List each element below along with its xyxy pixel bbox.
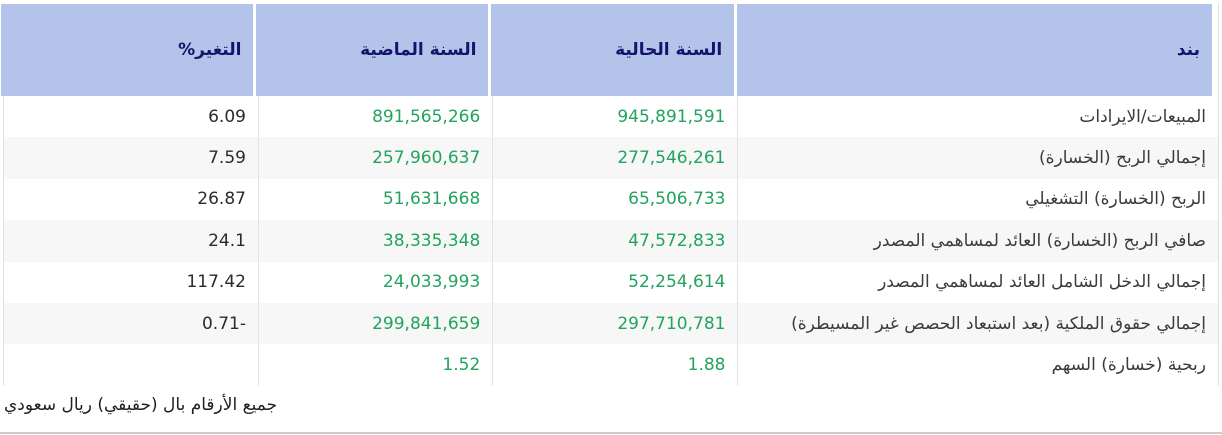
cell-current: 47,572,833: [493, 220, 739, 262]
bottom-divider: [0, 432, 1222, 434]
cell-previous: 299,841,659: [259, 302, 494, 345]
financial-statement-page: بند السنة الحالية السنة الماضية التغير% …: [0, 3, 1222, 435]
cell-current: 297,710,781: [493, 302, 739, 345]
cell-previous: 24,033,993: [259, 261, 494, 303]
cell-item: صافي الربح (الخسارة) العائد لمساهمي المص…: [873, 230, 1206, 251]
financials-table: بند السنة الحالية السنة الماضية التغير% …: [1, 3, 1219, 386]
cell-current: 65,506,733: [493, 178, 739, 221]
table-row: إجمالي الربح (الخسارة) 277,546,261 257,9…: [4, 137, 1218, 179]
cell-previous: 891,565,266: [259, 96, 494, 138]
cell-previous: 38,335,348: [259, 220, 494, 262]
table-row: صافي الربح (الخسارة) العائد لمساهمي المص…: [4, 220, 1218, 262]
cell-change: [4, 344, 259, 386]
currency-footnote: جميع الأرقام بال (حقيقي) ريال سعودي: [4, 394, 278, 415]
cell-item: المبيعات/الايرادات: [1079, 106, 1206, 127]
header-previous-year: السنة الماضية: [256, 4, 489, 96]
cell-current: 945,891,591: [493, 96, 739, 138]
cell-previous: 257,960,637: [259, 137, 494, 179]
cell-previous: 51,631,668: [259, 178, 494, 221]
table-header-row: بند السنة الحالية السنة الماضية التغير%: [1, 3, 1218, 96]
cell-change: 7.59: [4, 137, 259, 179]
cell-previous: 1.52: [259, 344, 494, 386]
cell-change: 117.42: [4, 261, 259, 303]
table-body: المبيعات/الايرادات 945,891,591 891,565,2…: [4, 96, 1218, 386]
header-item: بند: [737, 4, 1212, 96]
cell-item: إجمالي الدخل الشامل العائد لمساهمي المصد…: [878, 272, 1206, 293]
cell-change: 6.09: [4, 96, 259, 138]
table-row: إجمالي حقوق الملكية (بعد استبعاد الحصص غ…: [4, 302, 1218, 345]
cell-change: 24.1: [4, 220, 259, 262]
header-current-year: السنة الحالية: [491, 4, 735, 96]
table-row: الربح (الخسارة) التشغيلي 65,506,733 51,6…: [4, 178, 1218, 221]
table-row: إجمالي الدخل الشامل العائد لمساهمي المصد…: [4, 261, 1218, 303]
cell-change: -0.71: [4, 302, 259, 345]
cell-current: 52,254,614: [493, 261, 739, 303]
cell-change: 26.87: [4, 178, 259, 221]
cell-current: 277,546,261: [493, 137, 739, 179]
cell-item: الربح (الخسارة) التشغيلي: [1025, 189, 1206, 210]
cell-current: 1.88: [493, 344, 739, 386]
header-change-pct: التغير%: [1, 4, 254, 96]
cell-item: ربحية (خسارة) السهم: [1051, 355, 1206, 376]
table-row: المبيعات/الايرادات 945,891,591 891,565,2…: [4, 96, 1218, 138]
cell-item: إجمالي حقوق الملكية (بعد استبعاد الحصص غ…: [791, 313, 1206, 334]
table-row: ربحية (خسارة) السهم 1.88 1.52: [4, 344, 1218, 386]
cell-item: إجمالي الربح (الخسارة): [1039, 148, 1206, 169]
